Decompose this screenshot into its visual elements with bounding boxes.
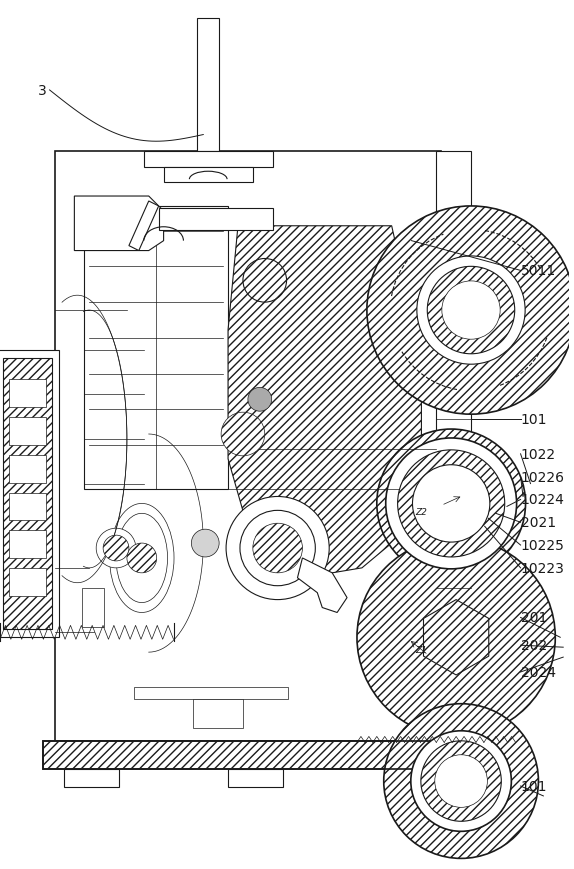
- Ellipse shape: [110, 504, 174, 613]
- Bar: [9, 531, 45, 558]
- Circle shape: [226, 497, 329, 600]
- Polygon shape: [424, 600, 488, 675]
- Polygon shape: [129, 202, 158, 251]
- Circle shape: [253, 524, 302, 574]
- Circle shape: [96, 528, 136, 568]
- Ellipse shape: [116, 514, 168, 603]
- Text: 1022: 1022: [521, 448, 556, 461]
- Text: 10223: 10223: [521, 561, 564, 575]
- Circle shape: [127, 543, 157, 574]
- Circle shape: [435, 755, 487, 807]
- Bar: [228, 769, 282, 787]
- Bar: [144, 152, 273, 168]
- Bar: [134, 687, 288, 699]
- Text: 10225: 10225: [521, 539, 564, 553]
- Text: 101: 101: [521, 413, 547, 427]
- Polygon shape: [228, 227, 421, 578]
- Circle shape: [243, 259, 286, 302]
- Text: 201: 201: [521, 611, 547, 625]
- Polygon shape: [75, 196, 164, 251]
- Bar: [55, 152, 441, 741]
- Circle shape: [221, 413, 265, 456]
- Bar: [197, 18, 219, 152]
- Text: 101: 101: [521, 779, 547, 793]
- Bar: [64, 769, 119, 787]
- Bar: [84, 207, 228, 489]
- Circle shape: [417, 256, 525, 365]
- Text: 3: 3: [38, 83, 46, 98]
- Circle shape: [367, 207, 574, 415]
- Bar: [9, 418, 45, 446]
- Circle shape: [421, 741, 501, 821]
- Bar: [9, 493, 45, 521]
- Circle shape: [357, 539, 555, 737]
- Circle shape: [377, 429, 526, 578]
- Circle shape: [411, 731, 511, 832]
- Bar: [9, 568, 45, 596]
- Bar: [164, 168, 253, 183]
- Circle shape: [442, 282, 500, 340]
- Bar: [436, 152, 471, 741]
- Bar: [82, 588, 104, 627]
- Bar: [3, 358, 52, 630]
- Circle shape: [103, 535, 129, 561]
- Text: 10226: 10226: [521, 470, 565, 484]
- Bar: [193, 699, 243, 729]
- Circle shape: [191, 529, 219, 557]
- Bar: [0, 350, 60, 638]
- Polygon shape: [297, 558, 347, 613]
- Circle shape: [398, 450, 505, 557]
- Circle shape: [427, 267, 515, 355]
- Bar: [9, 380, 45, 408]
- Text: 5011: 5011: [521, 264, 556, 278]
- Circle shape: [384, 704, 538, 859]
- Text: 2024: 2024: [521, 665, 556, 680]
- Bar: [9, 455, 45, 483]
- Bar: [391, 769, 446, 787]
- Circle shape: [240, 511, 315, 586]
- Text: 2021: 2021: [521, 515, 556, 529]
- Circle shape: [386, 439, 517, 569]
- Bar: [42, 741, 453, 769]
- Bar: [158, 209, 273, 230]
- Circle shape: [413, 465, 490, 542]
- Bar: [42, 741, 453, 769]
- Text: Z2: Z2: [416, 507, 428, 516]
- Text: Z1: Z1: [416, 645, 428, 653]
- Text: 202: 202: [521, 639, 547, 653]
- Text: 10224: 10224: [521, 493, 564, 507]
- Circle shape: [248, 388, 272, 412]
